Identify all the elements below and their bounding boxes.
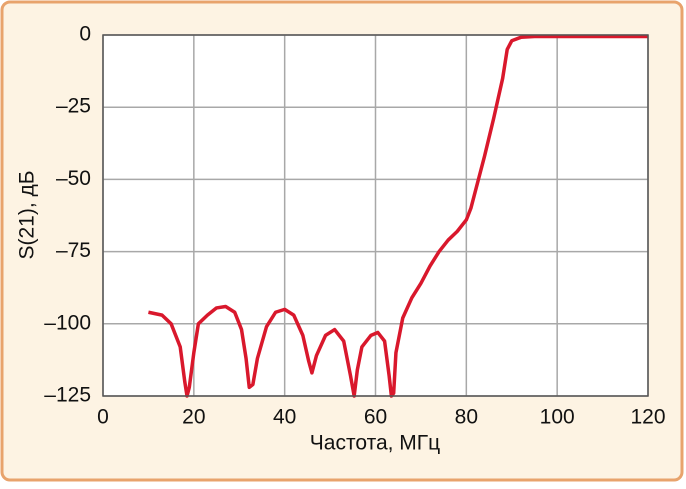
x-tick-label: 120 (630, 406, 665, 429)
x-tick-label: 80 (455, 406, 478, 429)
y-tick-label: –50 (56, 167, 91, 190)
x-tick-label: 100 (540, 406, 575, 429)
y-tick-label: –100 (44, 311, 91, 334)
marks (148, 34, 648, 398)
y-tick-label: –125 (44, 384, 91, 407)
data-line (148, 34, 648, 398)
y-tick-label: –75 (56, 239, 91, 262)
plot-border (102, 34, 649, 397)
y-tick-label: –25 (56, 95, 91, 118)
x-axis-label: Частота, МГц (310, 432, 440, 455)
y-axis-label: S(21), дБ (16, 170, 39, 259)
y-tick-label: 0 (79, 23, 91, 46)
x-tick-label: 0 (97, 406, 109, 429)
x-tick-label: 40 (273, 406, 296, 429)
x-tick-label: 20 (182, 406, 205, 429)
x-tick-label: 60 (364, 406, 387, 429)
